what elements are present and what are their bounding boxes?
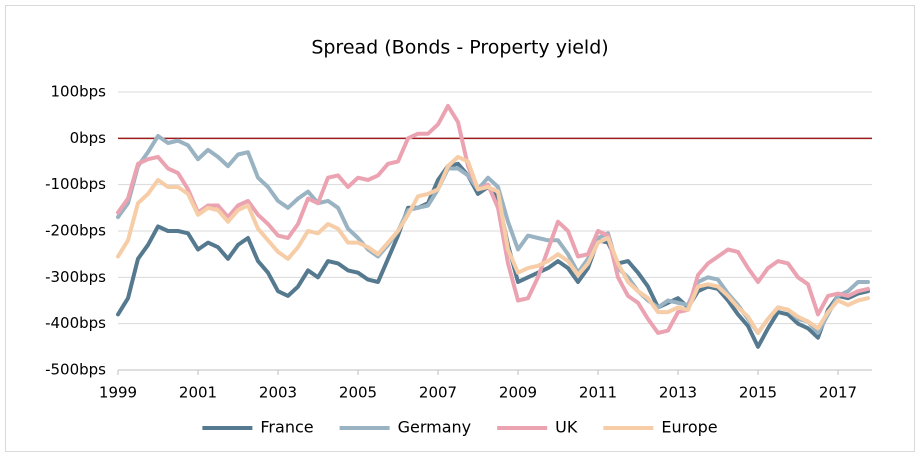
- legend-label: UK: [555, 418, 578, 437]
- y-tick-label: -100bps: [45, 175, 106, 193]
- series-line: [116, 103, 870, 335]
- x-tick-label: 2007: [419, 384, 457, 402]
- y-tick-label: -500bps: [45, 361, 106, 379]
- y-tick-label: -200bps: [45, 222, 106, 240]
- x-tick-label: 2013: [659, 384, 697, 402]
- x-tick-label: 2003: [259, 384, 297, 402]
- x-tick-label: 1999: [99, 384, 137, 402]
- x-tick-label: 2009: [499, 384, 537, 402]
- x-tick-label: 2017: [819, 384, 857, 402]
- x-tick-label: 2011: [579, 384, 617, 402]
- x-tick-label: 2015: [739, 384, 777, 402]
- chart-title: Spread (Bonds - Property yield): [311, 37, 608, 59]
- y-tick-label: -300bps: [45, 268, 106, 286]
- x-tick-label: 2001: [179, 384, 217, 402]
- legend-label: Germany: [398, 418, 472, 437]
- series-line: [116, 154, 870, 335]
- y-tick-label: -400bps: [45, 314, 106, 332]
- y-tick-label: 0bps: [70, 129, 107, 147]
- chart-border: [5, 5, 915, 452]
- legend-label: France: [260, 418, 313, 437]
- y-tick-label: 100bps: [51, 83, 107, 101]
- legend-label: Europe: [661, 418, 717, 437]
- x-tick-label: 2005: [339, 384, 377, 402]
